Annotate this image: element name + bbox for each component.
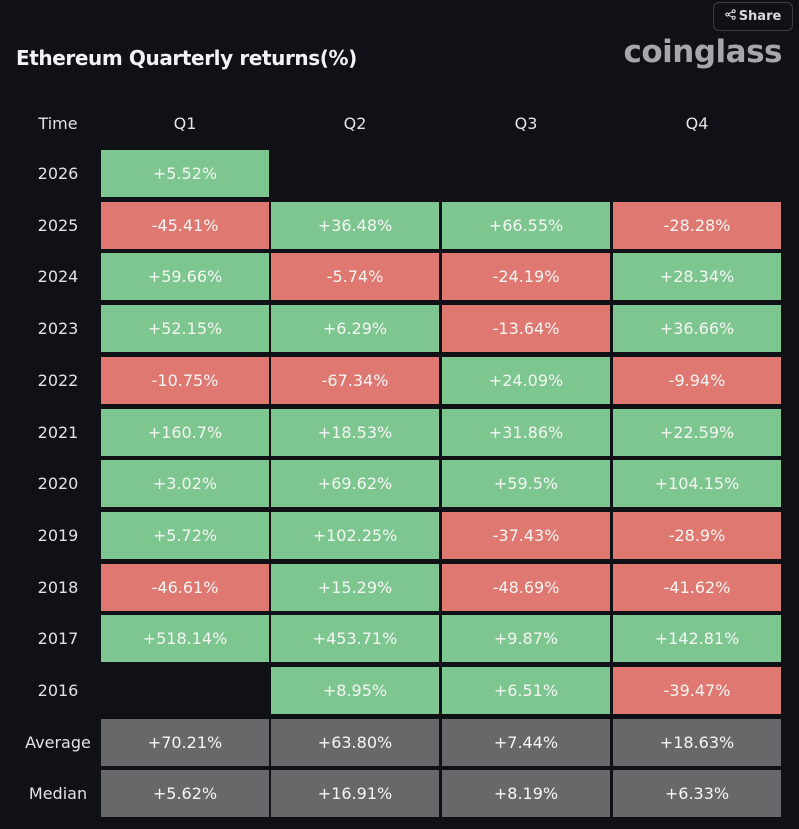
chart-title: Ethereum Quarterly returns(%) — [16, 46, 357, 70]
return-cell: +36.66% — [613, 305, 781, 352]
summary-cell: +5.62% — [101, 770, 269, 817]
return-cell: +142.81% — [613, 615, 781, 662]
return-cell: -28.9% — [613, 512, 781, 559]
return-cell: +5.52% — [101, 150, 269, 197]
return-cell: -24.19% — [442, 253, 610, 300]
return-cell: -9.94% — [613, 357, 781, 404]
share-icon — [724, 9, 736, 24]
return-cell: -13.64% — [442, 305, 610, 352]
return-cell: -5.74% — [271, 253, 439, 300]
return-cell: +59.66% — [101, 253, 269, 300]
return-cell: +9.87% — [442, 615, 610, 662]
column-header-q2: Q2 — [343, 114, 367, 133]
return-cell: +24.09% — [442, 357, 610, 404]
return-cell: +102.25% — [271, 512, 439, 559]
summary-cell: +70.21% — [101, 719, 269, 766]
return-cell: +518.14% — [101, 615, 269, 662]
return-cell: -41.62% — [613, 564, 781, 611]
return-cell: -46.61% — [101, 564, 269, 611]
return-cell: +28.34% — [613, 253, 781, 300]
share-label: Share — [738, 9, 782, 24]
return-cell: -48.69% — [442, 564, 610, 611]
return-cell: +5.72% — [101, 512, 269, 559]
return-cell: +59.5% — [442, 460, 610, 507]
return-cell: +18.53% — [271, 409, 439, 456]
return-cell: +104.15% — [613, 460, 781, 507]
row-label: 2025 — [37, 216, 79, 235]
summary-cell: +63.80% — [271, 719, 439, 766]
return-cell: -28.28% — [613, 202, 781, 249]
return-cell: +36.48% — [271, 202, 439, 249]
return-cell: +8.95% — [271, 667, 439, 714]
row-label: 2017 — [37, 629, 79, 648]
row-label: 2020 — [37, 474, 79, 493]
column-header-time: Time — [38, 114, 78, 133]
row-label: Median — [28, 784, 88, 803]
return-cell: -39.47% — [613, 667, 781, 714]
return-cell: +31.86% — [442, 409, 610, 456]
return-cell: +69.62% — [271, 460, 439, 507]
return-cell: +22.59% — [613, 409, 781, 456]
return-cell: +6.51% — [442, 667, 610, 714]
return-cell: -67.34% — [271, 357, 439, 404]
return-cell: +3.02% — [101, 460, 269, 507]
summary-cell: +6.33% — [613, 770, 781, 817]
return-cell: +15.29% — [271, 564, 439, 611]
row-label: 2022 — [37, 371, 79, 390]
row-label: 2026 — [37, 164, 79, 183]
row-label: 2024 — [37, 267, 79, 286]
column-header-q1: Q1 — [173, 114, 197, 133]
summary-cell: +18.63% — [613, 719, 781, 766]
column-header-q3: Q3 — [514, 114, 538, 133]
row-label: Average — [25, 733, 91, 752]
row-label: 2023 — [37, 319, 79, 338]
return-cell: +66.55% — [442, 202, 610, 249]
row-label: 2021 — [37, 423, 79, 442]
coinglass-logo: coinglass — [623, 34, 782, 70]
row-label: 2016 — [37, 681, 79, 700]
summary-cell: +16.91% — [271, 770, 439, 817]
row-label: 2018 — [37, 578, 79, 597]
return-cell: +453.71% — [271, 615, 439, 662]
return-cell: -45.41% — [101, 202, 269, 249]
return-cell: +52.15% — [101, 305, 269, 352]
column-header-q4: Q4 — [685, 114, 709, 133]
summary-cell: +7.44% — [442, 719, 610, 766]
summary-cell: +8.19% — [442, 770, 610, 817]
return-cell: -10.75% — [101, 357, 269, 404]
row-label: 2019 — [37, 526, 79, 545]
return-cell: +6.29% — [271, 305, 439, 352]
share-button[interactable]: Share — [713, 2, 793, 31]
return-cell: -37.43% — [442, 512, 610, 559]
return-cell: +160.7% — [101, 409, 269, 456]
